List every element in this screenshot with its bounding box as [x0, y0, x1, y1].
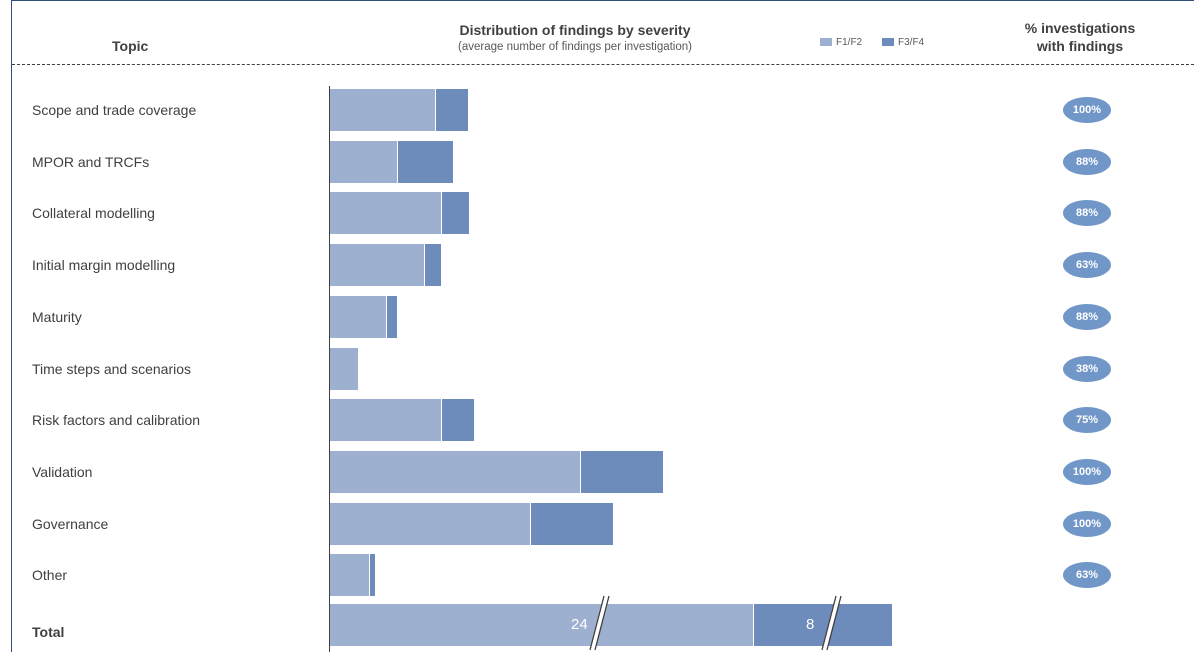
bar-initial-margin-modelling-f3f4 [424, 244, 441, 286]
chart-frame [11, 0, 1194, 652]
bar-scope-and-trade-coverage-f3f4 [435, 89, 468, 131]
bar-maturity-f3f4 [386, 296, 397, 338]
bar-maturity-f1f2 [330, 296, 386, 338]
chart-subtitle: (average number of findings per investig… [458, 41, 692, 53]
topic-label-time-steps-and-scenarios: Time steps and scenarios [32, 361, 191, 377]
topic-label-scope-and-trade-coverage: Scope and trade coverage [32, 102, 197, 118]
pct-badge-mpor-and-trcfs: 88% [1063, 149, 1111, 175]
chart-title: Distribution of findings by severity [459, 22, 691, 38]
bar-risk-factors-and-calibration-f1f2 [330, 399, 441, 441]
legend-item-f1f2: F1/F2 [820, 37, 862, 48]
bar-governance-f3f4 [530, 503, 613, 545]
bar-collateral-modelling-f1f2 [330, 192, 441, 234]
topic-column-header: Topic [112, 38, 149, 54]
bar-other-f3f4 [369, 554, 375, 596]
bar-collateral-modelling-f3f4 [441, 192, 469, 234]
legend-item-f3f4: F3/F4 [882, 37, 924, 48]
legend-swatch-f1f2 [820, 38, 832, 47]
bar-total-f1f2-label: 24 [571, 616, 588, 633]
pct-header-line-2: with findings [1036, 38, 1124, 54]
bar-mpor-and-trcfs-f1f2 [330, 141, 397, 183]
bar-initial-margin-modelling-f1f2 [330, 244, 424, 286]
topic-label-initial-margin-modelling: Initial margin modelling [32, 257, 176, 273]
bar-validation-f3f4 [580, 451, 663, 493]
bar-total-f1f2 [330, 604, 753, 646]
pct-badge-validation: 100% [1063, 459, 1111, 485]
pct-badge-initial-margin-modelling: 63% [1063, 252, 1111, 278]
topic-label-governance: Governance [32, 516, 109, 532]
bar-governance-f1f2 [330, 503, 530, 545]
pct-badge-collateral-modelling: 88% [1063, 200, 1111, 226]
topic-label-validation: Validation [32, 464, 93, 480]
bar-total-f3f4 [753, 604, 892, 646]
pct-badge-risk-factors-and-calibration: 75% [1063, 407, 1111, 433]
pct-badge-time-steps-and-scenarios: 38% [1063, 356, 1111, 382]
legend-label-f3f4: F3/F4 [898, 37, 925, 48]
topic-label-collateral-modelling: Collateral modelling [32, 205, 155, 221]
pct-column-header: % investigations with findings [1010, 19, 1150, 55]
bar-mpor-and-trcfs-f3f4 [397, 141, 453, 183]
legend-label-f1f2: F1/F2 [836, 37, 863, 48]
pct-badge-maturity: 88% [1063, 304, 1111, 330]
topic-label-total: Total [32, 624, 65, 640]
header-divider [12, 64, 1194, 65]
pct-header-line-1: % investigations [1024, 20, 1136, 36]
bar-time-steps-and-scenarios-f1f2 [330, 348, 358, 390]
pct-badge-other: 63% [1063, 562, 1111, 588]
pct-badge-governance: 100% [1063, 511, 1111, 537]
bar-other-f1f2 [330, 554, 369, 596]
pct-badge-scope-and-trade-coverage: 100% [1063, 97, 1111, 123]
bar-total-f3f4-label: 8 [806, 616, 815, 633]
bar-validation-f1f2 [330, 451, 580, 493]
topic-label-risk-factors-and-calibration: Risk factors and calibration [32, 412, 201, 428]
bar-scope-and-trade-coverage-f1f2 [330, 89, 435, 131]
legend-swatch-f3f4 [882, 38, 894, 47]
topic-label-maturity: Maturity [32, 309, 82, 325]
bar-risk-factors-and-calibration-f3f4 [441, 399, 474, 441]
topic-label-mpor-and-trcfs: MPOR and TRCFs [32, 154, 150, 170]
topic-label-other: Other [32, 567, 68, 583]
category-axis-line [329, 86, 330, 652]
